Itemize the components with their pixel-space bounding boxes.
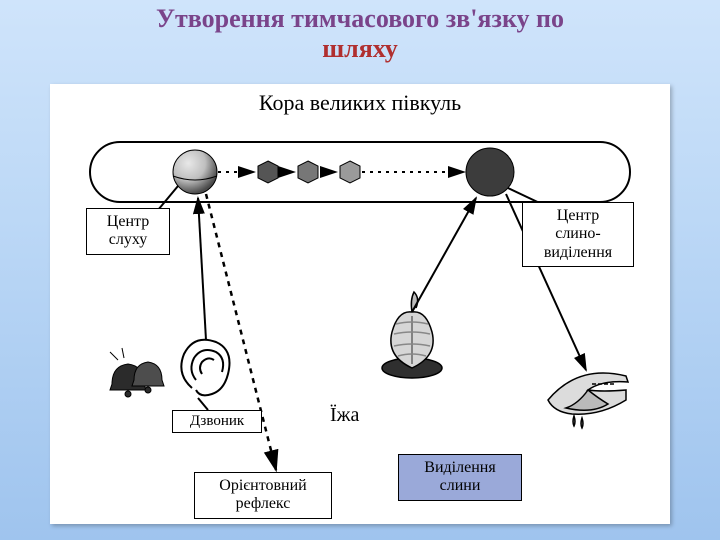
bells-icon: [110, 348, 164, 397]
orienting-label: Орієнтовнийрефлекс: [194, 472, 332, 519]
title-line1: Утворення тимчасового зв'язку по: [156, 4, 564, 33]
diagram-figure: Кора великих півкуль: [50, 84, 670, 524]
link-bell-box: [198, 398, 208, 410]
link-hearing-box: [158, 186, 178, 210]
hearing-center-text: Центрслуху: [107, 213, 149, 248]
interneuron-hexes: [258, 161, 360, 183]
bell-label: Дзвоник: [172, 410, 262, 433]
saliva-center-label: Центрслино-виділення: [522, 202, 634, 267]
saliva-center-text: Центрслино-виділення: [544, 207, 612, 261]
ear-icon: [181, 340, 229, 396]
saliva-out-text: Виділенняслини: [424, 459, 495, 494]
arrow-ear-to-cortex: [198, 198, 206, 340]
hearing-center-node: [173, 150, 217, 194]
arrow-tongue-to-cortex: [412, 198, 476, 312]
mouth-icon: [548, 373, 628, 428]
page-title: Утворення тимчасового зв'язку по шляху: [0, 4, 720, 64]
bell-text: Дзвоник: [190, 413, 244, 429]
diagram-svg: [50, 84, 670, 524]
hearing-center-label: Центрслуху: [86, 208, 170, 255]
saliva-out-label: Виділенняслини: [398, 454, 522, 501]
title-line2: шляху: [322, 34, 398, 63]
food-text: Їжа: [330, 404, 359, 426]
tongue-icon: [382, 292, 442, 378]
food-label: Їжа: [330, 404, 359, 427]
saliva-center-node: [466, 148, 514, 196]
orienting-text: Орієнтовнийрефлекс: [219, 477, 306, 512]
